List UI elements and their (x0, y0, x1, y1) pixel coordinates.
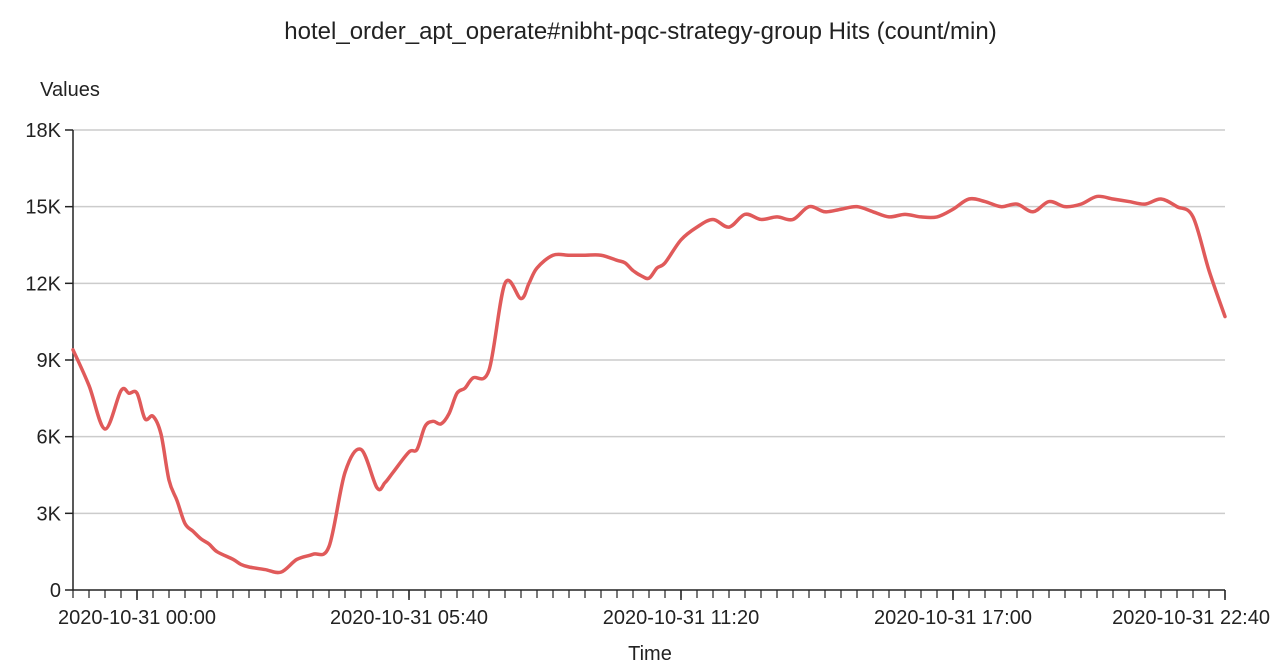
x-tick-label: 2020-10-31 11:20 (603, 607, 759, 629)
x-axis-label: Time (628, 643, 672, 664)
y-axis-label: Values (40, 79, 100, 101)
series-line (71, 194, 1227, 575)
y-tick-label: 3K (37, 503, 62, 525)
y-tick-label: 18K (25, 120, 61, 142)
chart-title: hotel_order_apt_operate#nibht-pqc-strate… (284, 18, 997, 45)
y-tick-label: 9K (37, 350, 62, 372)
x-tick-label: 2020-10-31 05:40 (330, 607, 488, 629)
y-tick-label: 0 (50, 580, 61, 602)
grid-lines (73, 129, 1225, 515)
y-tick-label: 12K (25, 273, 61, 295)
x-tick-label: 2020-10-31 22:40 (1112, 607, 1270, 629)
y-tick-label: 15K (25, 197, 61, 219)
series-layer (71, 194, 1227, 575)
x-tick-label: 2020-10-31 00:00 (58, 607, 216, 629)
axes: 0 3K 6K 9K 12K 15K 18K 2020-10-31 00:00 2020-10-… (25, 120, 1270, 629)
x-tick-label: 2020-10-31 17:00 (874, 607, 1032, 629)
y-tick-label: 6K (37, 427, 62, 449)
